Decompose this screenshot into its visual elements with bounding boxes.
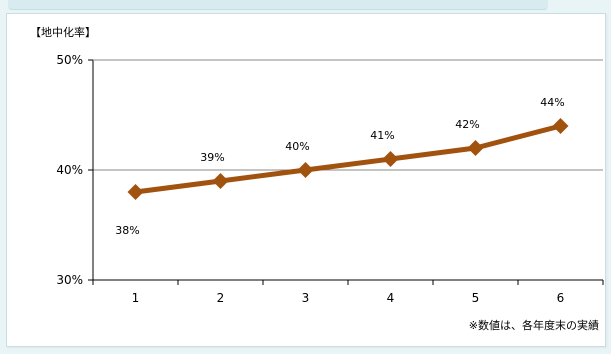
series-line-path bbox=[133, 123, 563, 195]
data-label: 39% bbox=[200, 151, 224, 164]
y-tick-label: 40% bbox=[56, 163, 83, 177]
data-point-marker bbox=[127, 184, 144, 200]
x-tick-label: 6 bbox=[557, 291, 565, 305]
data-point-marker bbox=[212, 173, 229, 189]
data-point-marker bbox=[382, 151, 399, 167]
footnote: ※数値は、各年度末の実績 bbox=[468, 319, 599, 332]
data-label: 38% bbox=[115, 224, 139, 237]
data-label: 40% bbox=[285, 140, 309, 153]
x-tick-label: 5 bbox=[472, 291, 480, 305]
x-tick-label: 1 bbox=[132, 291, 140, 305]
y-axis-ticks: 30% 40% 50% bbox=[56, 53, 93, 287]
data-label: 42% bbox=[455, 118, 479, 131]
series-markers bbox=[127, 118, 569, 200]
data-labels: 38% 39% 40% 41% 42% 44% bbox=[115, 96, 564, 237]
x-tick-label: 2 bbox=[217, 291, 225, 305]
y-tick-label: 50% bbox=[56, 53, 83, 67]
data-point-marker bbox=[297, 162, 314, 178]
data-label: 44% bbox=[540, 96, 564, 109]
x-axis-ticks: 1 2 3 4 5 6 bbox=[92, 280, 604, 305]
x-tick-label: 3 bbox=[302, 291, 310, 305]
x-tick-label: 4 bbox=[387, 291, 395, 305]
top-strip bbox=[8, 0, 548, 10]
y-tick-label: 30% bbox=[56, 273, 83, 287]
series-line bbox=[133, 123, 563, 195]
chart-panel bbox=[6, 13, 606, 347]
data-label: 41% bbox=[370, 129, 394, 142]
data-point-marker bbox=[552, 118, 569, 134]
unit-label: 【地中化率】 bbox=[30, 26, 96, 39]
data-point-marker bbox=[467, 140, 484, 156]
